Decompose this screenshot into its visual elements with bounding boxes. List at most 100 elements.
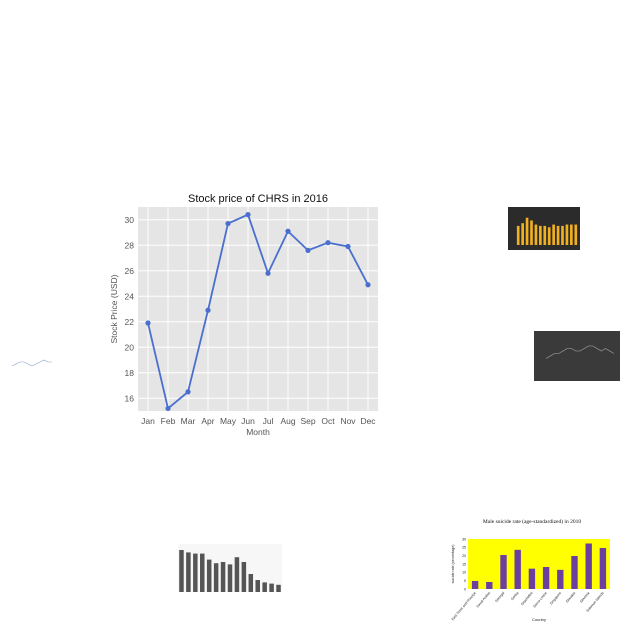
thumb-bar [514,549,521,589]
data-point [245,212,251,218]
thumb-bar [234,557,240,592]
thumb-bar [599,548,607,589]
thumb-background [534,331,620,381]
data-point [165,405,171,412]
x-tick-label: Oct [321,416,335,426]
data-point [285,228,291,234]
y-tick-label: 26 [125,266,135,276]
data-point [265,270,271,276]
thumb-bar [220,562,226,592]
thumb-bar [262,582,267,592]
x-tick-label: Nov [340,416,356,426]
thumb-bar [186,552,191,592]
thumb-x-tick: Saudi Arabia [476,591,491,608]
thumb-bar [571,556,578,589]
thumb-bar [500,555,507,589]
thumb-x-tick: Slovenia [579,591,590,604]
stock-price-line [147,213,369,411]
thumb-bar [213,563,219,592]
gray-bar-thumbnail [168,538,288,604]
data-point [145,320,151,326]
thumb-bar [528,568,536,589]
thumb-bar [525,217,529,245]
x-tick-label: Jan [141,416,155,426]
thumb-bar [276,584,281,592]
thumb-bar [241,562,247,592]
data-point [325,240,331,246]
x-axis-label: Month [246,427,270,437]
thumb-y-tick: 5 [464,579,466,583]
thumb-x-tick: Slovakia [565,591,576,603]
thumb-bar [200,553,205,592]
x-tick-label: May [220,416,237,426]
thumb-bar [542,567,550,589]
thumb-bar [561,225,564,245]
thumb-bar [574,224,578,245]
y-tick-label: 18 [125,368,135,378]
x-tick-label: Aug [280,416,295,426]
thumb-x-tick: Seychelles [520,591,534,606]
thumb-bar [585,543,592,589]
thumb-y-tick: 15 [462,562,466,566]
thumb-bar [516,225,520,245]
plot-area [138,207,378,411]
faint-line-thumbnail [6,352,56,382]
thumb-bar [530,220,533,245]
data-point [225,220,231,227]
x-tick-label: Jul [263,416,274,426]
data-point [205,307,211,313]
thumb-bar [206,559,212,592]
data-point [365,282,371,288]
thumb-bar [471,581,479,589]
y-tick-label: 28 [125,240,135,250]
thumb-y-tick: 0 [464,587,466,591]
x-tick-label: Mar [181,416,196,426]
data-point [345,243,351,250]
thumb-x-tick: Sierra Leone [532,591,548,609]
thumb-bar [521,223,524,245]
thumb-bar [248,574,254,592]
thumb-bar [570,224,573,245]
thumb-bar [543,225,547,245]
thumb-x-tick: Singapore [549,591,562,606]
x-tick-label: Jun [241,416,255,426]
y-axis-label: Stock Price (USD) [109,274,119,343]
y-tick-label: 16 [125,393,135,403]
thumb-bar [193,553,198,592]
y-tick-label: 20 [125,342,135,352]
y-tick-label: 22 [125,317,135,327]
thumb-bar [565,224,569,245]
thumb-bar [547,227,551,245]
thumb-bar [486,582,493,589]
thumb-bar [269,583,274,592]
thumb-x-tick: Serbia [510,591,519,601]
data-point [305,247,311,253]
thumb-bar [556,225,560,245]
thumb-x-label: Country [532,617,546,622]
data-point [185,389,191,395]
yellow-bar-thumbnail [508,207,580,250]
thumb-y-tick: 30 [462,537,466,541]
thumb-bar [179,550,184,592]
thumb-bar [534,224,538,245]
x-tick-label: Sep [300,416,315,426]
thumb-line [545,345,615,359]
thumb-line [11,359,52,367]
thumb-y-tick: 20 [462,554,466,558]
chart-title: Stock price of CHRS in 2016 [188,193,328,205]
thumb-bar [539,225,542,245]
thumb-bar [255,580,260,592]
thumb-bar [557,569,564,589]
thumb-y-tick: 10 [462,571,466,575]
thumb-x-tick: Senegal [494,591,505,603]
thumb-x-tick: East Timor and Principe [451,591,477,621]
x-tick-label: Feb [161,416,176,426]
thumb-title: Male suicide rate (age-standardized) in … [483,518,581,525]
thumb-y-tick: 25 [462,546,466,550]
x-tick-label: Apr [201,416,214,426]
y-tick-label: 30 [125,215,135,225]
thumb-bar [552,224,555,245]
dark-line-thumbnail [534,331,620,381]
y-tick-label: 24 [125,291,135,301]
